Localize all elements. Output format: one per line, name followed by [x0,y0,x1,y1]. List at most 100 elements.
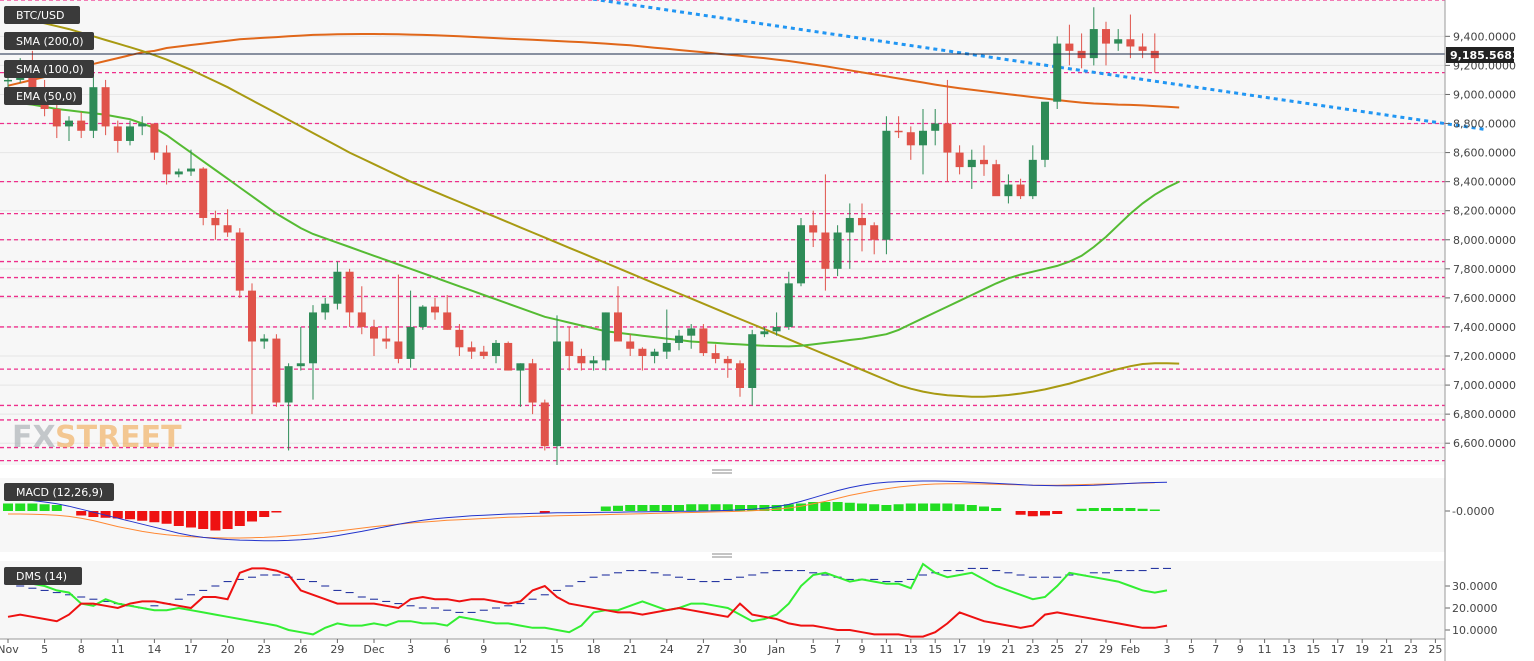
macd-histogram-bar [125,511,135,520]
resize-handle-2[interactable] [712,553,732,558]
date-tick-label: Nov [0,643,19,656]
candle-body [1004,184,1013,197]
candle-body [577,356,586,364]
macd-histogram-bar [808,502,819,511]
macd-histogram-bar [27,503,38,511]
macd-tag-bg[interactable] [4,483,114,501]
date-tick-label: 23 [1026,643,1040,656]
date-tick-label: Feb [1121,643,1140,656]
trendline-path [588,0,1485,131]
macd-histogram-bar [39,504,50,511]
macd-histogram-bar [1088,508,1099,511]
date-tick-label: 19 [1355,643,1369,656]
candle-body [1065,43,1074,51]
macd-histogram-bar [942,503,953,511]
dms-tag-bg[interactable] [4,567,82,585]
sma100-path [7,16,1180,398]
macd-histogram-bar [186,511,196,528]
macd-histogram-bar [51,505,62,511]
macd-tag[interactable]: MACD (12,26,9) [16,486,103,499]
macd-histogram-bar [149,511,160,523]
candle-body [357,312,366,327]
date-tick-label: 5 [810,643,817,656]
ema50-path [7,100,1180,348]
candle-body [858,217,866,226]
candle-body [772,326,781,332]
candle-body [321,303,330,313]
dms-tag[interactable]: DMS (14) [16,570,67,583]
macd-histogram-bar [832,502,843,511]
date-tick-label: Jan [767,643,785,656]
macd-histogram-bar [722,504,733,511]
candle-body [894,130,903,133]
di-plus-line [7,562,1168,636]
candle-body [516,363,525,371]
candle-body [797,225,805,284]
macd-histogram-bar [100,511,111,518]
price-axis: 9,400.00009,200.00009,000.00008,800.0000… [1445,30,1516,450]
macd-histogram-bar [15,503,26,511]
price-tick-label: 6,600.0000 [1453,437,1516,450]
macd-histogram-bar [539,511,550,514]
macd-histogram-bar [1101,508,1111,511]
date-tick-label: 11 [1258,643,1272,656]
candle-body [272,338,281,403]
candle-body [211,217,220,226]
candle-body [394,341,403,359]
candle-body [553,341,561,447]
macd-histogram-bar [76,511,87,516]
candle-body [589,360,598,364]
date-tick-label: 26 [294,643,308,656]
ema50-tag[interactable]: EMA (50,0) [16,90,77,103]
macd-histogram-bar [210,511,221,531]
ema50-line [7,100,1180,348]
price-tick-label: 8,600.0000 [1453,147,1516,160]
dms-plot [4,562,1171,638]
sma100-tag[interactable]: SMA (100,0) [16,63,84,76]
date-tick-label: 18 [587,643,601,656]
candle-body [809,225,818,233]
macd-histogram-bar [173,511,184,526]
resize-handle-1[interactable] [712,469,732,474]
macd-histogram-bar [625,505,636,511]
candle-body [784,283,793,327]
macd-histogram-bar [905,503,916,511]
date-tick-label: 23 [257,643,271,656]
macd-histogram-bar [698,504,709,511]
ema50-tag-bg[interactable] [4,87,82,105]
date-tick-label: 21 [1001,643,1015,656]
candle-body [882,130,891,240]
macd-histogram-bar [893,504,904,511]
candle-body [650,351,659,357]
candle-body [1138,46,1147,51]
macd-histogram-bar [930,503,941,511]
candle-body [77,120,86,131]
macd-histogram-bar [1125,508,1136,511]
macd-histogram-bar [966,505,977,511]
candle-body [370,326,378,339]
candle-body [443,312,452,330]
date-tick-label: 27 [696,643,710,656]
candle-body [309,312,317,364]
date-tick-label: 30 [733,643,747,656]
macd-histogram-bar [796,503,806,511]
candle-body [418,306,427,327]
date-tick-label: 15 [550,643,564,656]
macd-histogram-bar [735,505,745,511]
date-tick-label: 17 [184,643,198,656]
di-minus-line [7,567,1168,638]
sma100-tag-bg[interactable] [4,60,94,78]
date-tick-label: 7 [834,643,841,656]
candle-body [126,126,134,141]
date-tick-label: 3 [1164,643,1171,656]
candle-body [455,329,464,348]
candle-body [601,312,610,361]
dms-tick-label: 10.0000 [1452,624,1498,637]
sma200-tag-bg[interactable] [4,32,94,50]
sma200-tag[interactable]: SMA (200,0) [16,35,84,48]
candle-body [479,351,488,357]
price-tick-label: 7,800.0000 [1453,263,1516,276]
price-tick-label: 9,400.0000 [1453,30,1516,43]
macd-histogram-bar [674,505,684,511]
trendline[interactable] [569,0,1485,131]
